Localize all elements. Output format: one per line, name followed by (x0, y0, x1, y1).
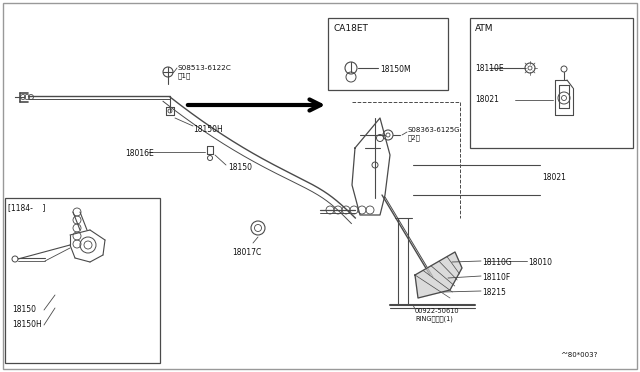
Text: 18150M: 18150M (380, 65, 411, 74)
Text: S08513-6122C
（1）: S08513-6122C （1） (178, 65, 232, 78)
Bar (5, 198, 160, 363)
Text: 18150: 18150 (228, 163, 252, 172)
Bar (470, 18, 633, 148)
Text: 18110G: 18110G (482, 258, 512, 267)
Text: 18110F: 18110F (482, 273, 510, 282)
Text: 18016E: 18016E (125, 149, 154, 158)
Text: CA18ET: CA18ET (333, 24, 368, 33)
Text: 18021: 18021 (542, 173, 566, 183)
Text: 18021: 18021 (475, 95, 499, 104)
Text: 18150H: 18150H (12, 320, 42, 329)
Text: 18017C: 18017C (232, 248, 262, 257)
Polygon shape (415, 252, 462, 298)
Text: 18150: 18150 (12, 305, 36, 314)
Text: 18010: 18010 (528, 258, 552, 267)
Text: 00922-50610
RINGリング(1): 00922-50610 RINGリング(1) (415, 308, 460, 322)
Text: S08363-6125G
（2）: S08363-6125G （2） (408, 127, 461, 141)
Text: ATM: ATM (475, 24, 493, 33)
Text: 18150H: 18150H (193, 125, 223, 134)
Text: 18215: 18215 (482, 288, 506, 297)
Text: ^'80*003?: ^'80*003? (560, 352, 597, 358)
Text: [1184-    ]: [1184- ] (8, 203, 45, 212)
Bar (328, 18, 448, 90)
Text: 18110E: 18110E (475, 64, 504, 73)
